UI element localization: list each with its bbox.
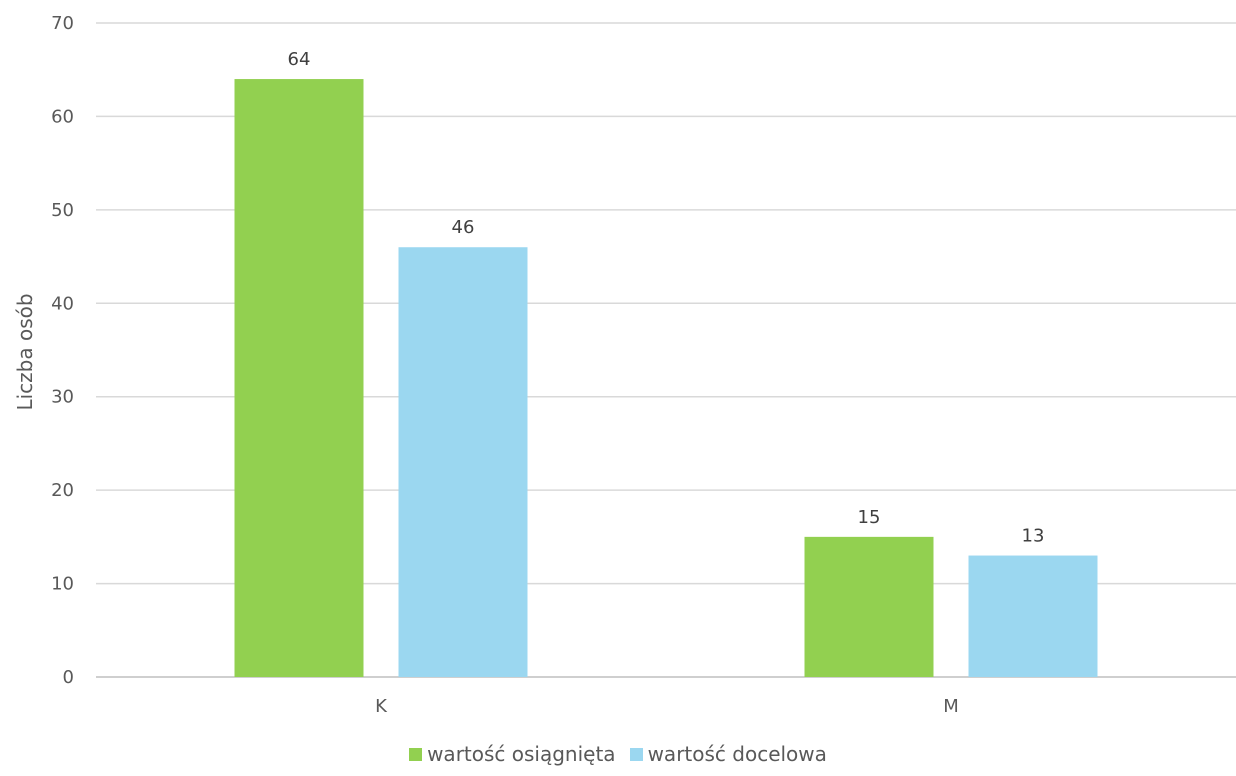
y-axis-label: Liczba osób xyxy=(13,293,37,410)
bar xyxy=(968,555,1098,677)
legend-label-achieved: wartość osiągnięta xyxy=(427,742,616,766)
legend: wartość osiągnięta wartość docelowa xyxy=(0,742,1236,766)
bar xyxy=(398,247,528,677)
data-label: 13 xyxy=(1022,526,1045,547)
y-tick-label: 0 xyxy=(63,667,74,688)
legend-swatch-target xyxy=(629,747,643,761)
y-tick-label: 70 xyxy=(51,13,74,34)
x-category-label: K xyxy=(375,696,388,717)
y-tick-label: 50 xyxy=(51,200,74,221)
y-tick-label: 20 xyxy=(51,480,74,501)
y-tick-label: 60 xyxy=(51,106,74,127)
y-tick-label: 30 xyxy=(51,387,74,408)
bar xyxy=(804,536,934,677)
x-category-label: M xyxy=(943,696,959,717)
data-label: 15 xyxy=(858,507,881,528)
data-labels: 64 46 15 13 xyxy=(288,49,1045,546)
bars xyxy=(234,79,1098,678)
legend-label-target: wartość docelowa xyxy=(647,742,827,766)
y-tick-label: 40 xyxy=(51,293,74,314)
legend-item-target: wartość docelowa xyxy=(629,742,827,766)
y-tick-labels: 0 10 20 30 40 50 60 70 xyxy=(51,13,74,688)
legend-item-achieved: wartość osiągnięta xyxy=(409,742,616,766)
y-tick-label: 10 xyxy=(51,574,74,595)
data-label: 46 xyxy=(452,217,475,238)
legend-swatch-achieved xyxy=(409,747,423,761)
bar xyxy=(234,79,364,678)
data-label: 64 xyxy=(288,49,311,70)
